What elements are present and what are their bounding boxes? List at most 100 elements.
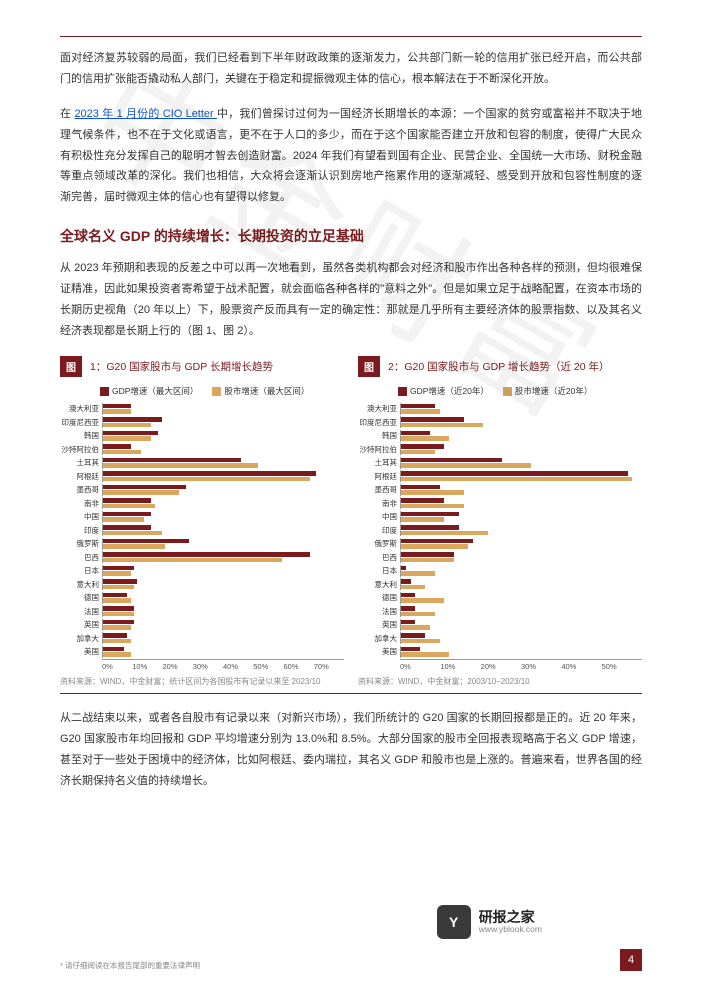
x-tick: 0% — [102, 662, 132, 671]
bar-track — [102, 524, 344, 536]
bar-gdp — [103, 485, 186, 490]
country-label: 法国 — [358, 606, 400, 617]
bar-row: 日本 — [358, 565, 642, 577]
country-label: 澳大利亚 — [60, 403, 102, 414]
bar-track — [102, 511, 344, 523]
country-label: 墨西哥 — [60, 484, 102, 495]
bar-gdp — [103, 620, 134, 625]
bar-gdp — [103, 444, 131, 449]
bar-track — [102, 565, 344, 577]
chart1-legend: GDP增速（最大区间） 股市增速（最大区间） — [100, 385, 344, 397]
bar-track — [400, 632, 642, 644]
paragraph-3: 从 2023 年预期和表现的反差之中可以再一次地看到，虽然各类机构都会对经济和股… — [60, 258, 642, 342]
bar-stock — [103, 450, 141, 455]
country-label: 俄罗斯 — [358, 538, 400, 549]
chart2-legend: GDP增速（近20年） 股市增速（近20年） — [398, 385, 642, 397]
country-label: 墨西哥 — [358, 484, 400, 495]
bar-track — [102, 619, 344, 631]
bar-row: 印度尼西亚 — [358, 416, 642, 428]
bar-row: 法国 — [358, 605, 642, 617]
bar-track — [102, 457, 344, 469]
bar-gdp — [401, 444, 444, 449]
yblook-badge: Y — [437, 905, 471, 939]
x-tick: 30% — [521, 662, 561, 671]
bar-gdp — [103, 606, 134, 611]
bar-row: 日本 — [60, 565, 344, 577]
country-label: 南非 — [358, 498, 400, 509]
country-label: 德国 — [60, 592, 102, 603]
yblook-logo: Y 研报之家 www.yblook.com — [437, 905, 542, 939]
page-number: 4 — [620, 949, 642, 971]
bar-gdp — [103, 552, 310, 557]
bar-track — [400, 605, 642, 617]
x-tick: 50% — [602, 662, 642, 671]
bar-stock — [401, 517, 444, 522]
bar-gdp — [103, 593, 127, 598]
bar-track — [400, 565, 642, 577]
swatch-stock — [212, 387, 221, 396]
bar-row: 美国 — [358, 646, 642, 658]
x-tick: 10% — [440, 662, 480, 671]
bar-track — [102, 416, 344, 428]
bar-gdp — [401, 633, 425, 638]
country-label: 美国 — [60, 646, 102, 657]
bar-track — [102, 403, 344, 415]
charts-divider — [60, 693, 642, 694]
bar-track — [102, 578, 344, 590]
cio-letter-link[interactable]: 2023 年 1 月份的 CIO Letter — [74, 108, 217, 120]
bar-gdp — [103, 633, 127, 638]
country-label: 英国 — [60, 619, 102, 630]
bar-stock — [401, 477, 632, 482]
country-label: 日本 — [60, 565, 102, 576]
country-label: 韩国 — [60, 430, 102, 441]
bar-track — [102, 592, 344, 604]
bar-track — [400, 538, 642, 550]
bar-row: 土耳其 — [60, 457, 344, 469]
bar-stock — [103, 504, 155, 509]
x-tick: 30% — [193, 662, 223, 671]
x-tick: 50% — [253, 662, 283, 671]
country-label: 韩国 — [358, 430, 400, 441]
bar-stock — [401, 558, 454, 563]
bar-track — [400, 484, 642, 496]
x-tick: 40% — [561, 662, 601, 671]
bar-stock — [401, 409, 440, 414]
bar-row: 俄罗斯 — [358, 538, 642, 550]
bar-gdp — [401, 404, 435, 409]
bar-stock — [103, 463, 258, 468]
bar-track — [400, 619, 642, 631]
bar-row: 巴西 — [358, 551, 642, 563]
bar-track — [400, 646, 642, 658]
bar-row: 阿根廷 — [60, 470, 344, 482]
country-label: 印度 — [60, 525, 102, 536]
bar-row: 墨西哥 — [60, 484, 344, 496]
bar-stock — [401, 463, 531, 468]
bar-row: 阿根廷 — [358, 470, 642, 482]
bar-gdp — [401, 620, 415, 625]
bar-row: 中国 — [358, 511, 642, 523]
bar-gdp — [401, 606, 415, 611]
bar-row: 巴西 — [60, 551, 344, 563]
bar-row: 德国 — [60, 592, 344, 604]
bar-gdp — [401, 471, 628, 476]
chart-2: 图 2：G20 国家股市与 GDP 增长趋势（近 20 年） GDP增速（近20… — [358, 356, 642, 688]
bar-stock — [401, 436, 449, 441]
paragraph-1: 面对经济复苏较弱的局面，我们已经看到下半年财政政策的逐渐发力，公共部门新一轮的信… — [60, 48, 642, 90]
bar-stock — [103, 558, 282, 563]
bar-stock — [401, 423, 483, 428]
paragraph-4: 从二战结束以来，或者各自股市有记录以来（对新兴市场），我们所统计的 G20 国家… — [60, 708, 642, 792]
bar-row: 澳大利亚 — [60, 403, 344, 415]
bar-row: 意大利 — [358, 578, 642, 590]
chart2-title: 2：G20 国家股市与 GDP 增长趋势（近 20 年） — [388, 359, 610, 374]
bar-gdp — [401, 417, 464, 422]
bar-track — [102, 484, 344, 496]
bar-stock — [103, 585, 134, 590]
bar-track — [400, 416, 642, 428]
country-label: 印度 — [358, 525, 400, 536]
bar-stock — [103, 490, 179, 495]
bar-row: 韩国 — [60, 430, 344, 442]
bar-track — [400, 443, 642, 455]
bar-gdp — [401, 485, 440, 490]
bar-row: 南非 — [358, 497, 642, 509]
charts-row: 图 1：G20 国家股市与 GDP 长期增长趋势 GDP增速（最大区间） 股市增… — [60, 356, 642, 688]
